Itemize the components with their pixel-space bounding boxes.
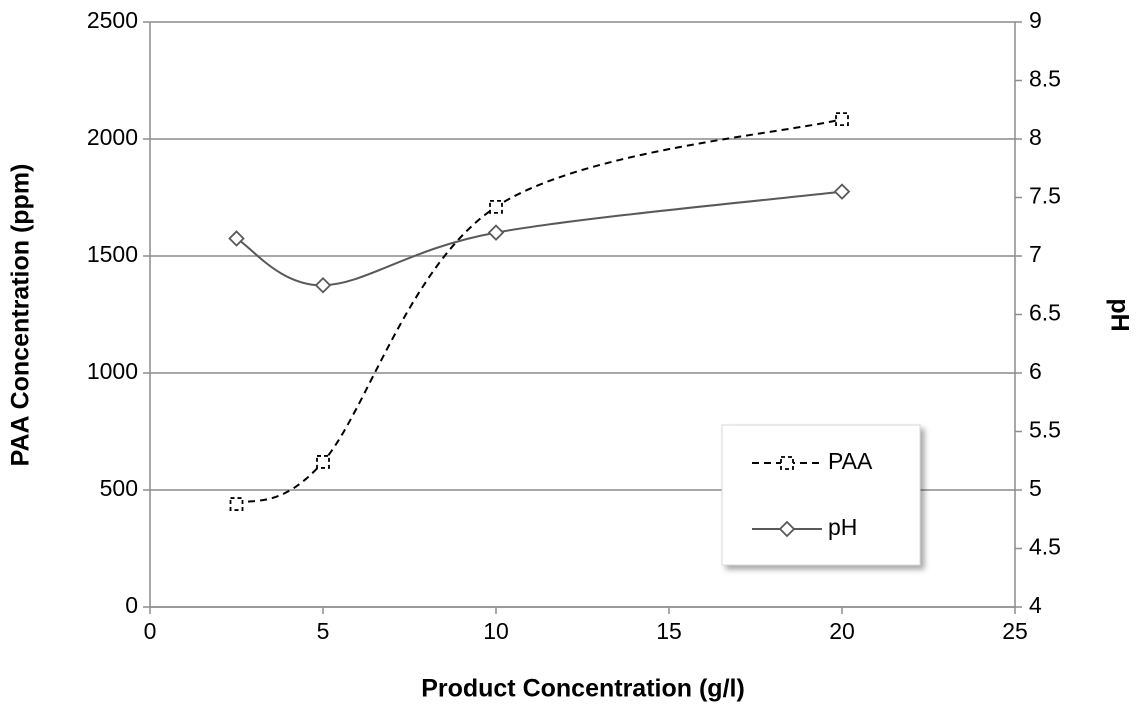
y2-tick-label: 8	[1029, 124, 1042, 150]
x-tick-label: 20	[829, 618, 855, 644]
y2-tick-label: 9	[1029, 7, 1042, 33]
marker	[778, 520, 796, 538]
y2-tick-label: 4.5	[1029, 534, 1061, 560]
y-tick-label: 2500	[87, 7, 138, 33]
y-axis-label: PAA Concentration (ppm)	[7, 164, 35, 467]
x-axis-label: Product Concentration (g/l)	[421, 675, 745, 703]
marker	[835, 112, 849, 127]
legend-box	[721, 424, 921, 566]
legend-label: PAA	[828, 448, 873, 474]
legend: PAA pH	[721, 424, 921, 566]
y2-tick-label: 4	[1029, 592, 1042, 618]
line	[236, 118, 843, 505]
y2-tick-label: 5	[1029, 475, 1042, 501]
x-tick-label: 10	[483, 618, 509, 644]
y-tick-label: 2000	[87, 124, 138, 150]
x-tick-label: 0	[144, 618, 157, 644]
legend-label: pH	[828, 514, 857, 540]
marker	[833, 183, 851, 200]
y-tick-label: 1500	[87, 241, 138, 267]
x-tick-label: 5	[317, 618, 330, 644]
marker	[314, 276, 332, 294]
y2-tick-label: 6	[1029, 358, 1042, 384]
y2-tick-label: 8.5	[1029, 66, 1061, 92]
marker	[229, 497, 244, 511]
y2-tick-label: 7.5	[1029, 183, 1061, 209]
marker	[316, 455, 330, 469]
y2-tick-label: 6.5	[1029, 300, 1061, 326]
y2-axis-label: pH	[1105, 298, 1133, 331]
y2-tick-label: 5.5	[1029, 417, 1061, 443]
marker	[228, 230, 245, 247]
marker	[489, 199, 503, 214]
x-tick-label: 25	[1002, 618, 1028, 644]
x-tick-label: 15	[656, 618, 682, 644]
y-tick-label: 1000	[87, 358, 138, 384]
line	[235, 190, 843, 287]
y2-tick-label: 7	[1029, 241, 1042, 267]
marker	[780, 456, 794, 470]
marker	[487, 224, 505, 241]
y-tick-label: 0	[125, 592, 138, 618]
y-tick-label: 500	[100, 475, 138, 501]
